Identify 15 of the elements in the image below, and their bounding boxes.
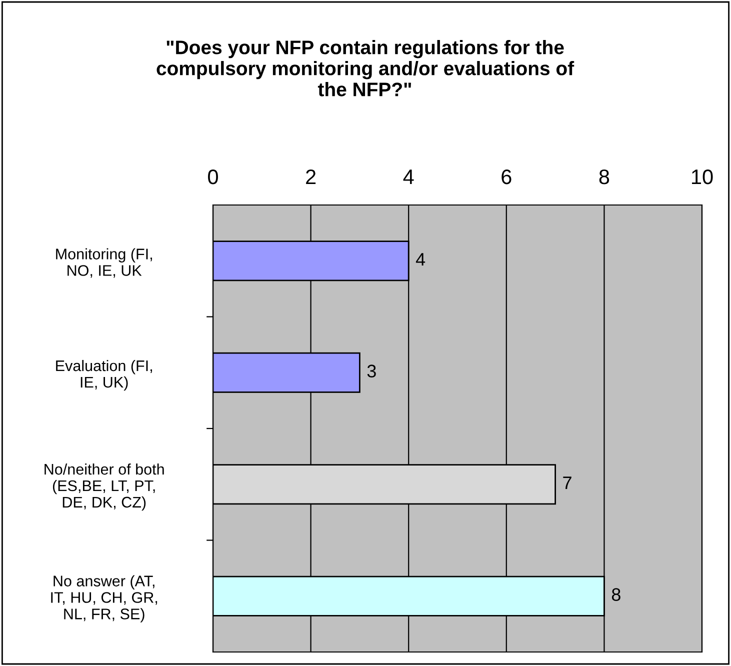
x-tick-label: 8 bbox=[599, 169, 610, 184]
y-tick-label: Monitoring (FI, NO, IE, UK bbox=[56, 248, 152, 278]
y-tick-label: Evaluation (FI, IE, UK) bbox=[56, 360, 152, 391]
x-tick-label: 4 bbox=[403, 170, 414, 184]
x-tick-label: 10 bbox=[692, 169, 713, 184]
y-tick-label: No answer (AT, IT, HU, CH, GR, NL, FR, SE) bbox=[51, 575, 158, 622]
y-tick-label: No/neither of both (ES,BE, LT, PT, DE, DK, CZ) bbox=[44, 463, 164, 511]
data-label: 7 bbox=[563, 476, 572, 490]
chart-title: "Does your NFP contain regulations for the compulsory monitoring and/or evaluations of the NFP?" bbox=[156, 40, 574, 96]
x-tick-label: 6 bbox=[502, 169, 512, 184]
x-tick-label: 0 bbox=[208, 169, 218, 184]
data-label: 4 bbox=[416, 253, 426, 266]
data-label: 3 bbox=[367, 364, 376, 378]
data-label: 8 bbox=[612, 588, 620, 601]
x-tick-label: 2 bbox=[306, 169, 316, 184]
